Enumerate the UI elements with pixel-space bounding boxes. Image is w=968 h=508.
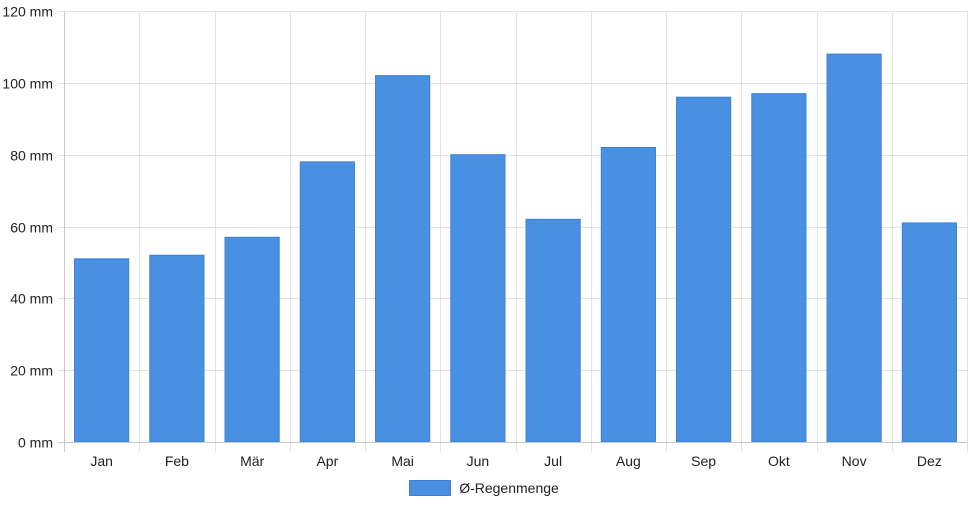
bar-apr[interactable] [299,161,355,443]
bar-sep[interactable] [676,96,732,443]
bar-nov[interactable] [826,53,882,443]
chart-plot: 0 mm 20 mm 40 mm 60 mm 80 mm 100 mm 120 mm Jan… [2,4,968,469]
y-tick-label: 40 mm [10,291,53,307]
bar-jan[interactable] [74,258,130,443]
x-tick-label: Sep [691,453,716,469]
x-tick-label: Mär [240,453,264,469]
y-tick-labels: 0 mm 20 mm 40 mm 60 mm 80 mm 100 mm 120 mm [2,4,53,451]
legend-swatch [409,480,452,496]
x-tick-label: Feb [165,453,189,469]
y-tick-label: 100 mm [2,76,53,92]
y-tick-label: 60 mm [10,220,53,236]
bar-mai[interactable] [375,75,431,443]
bar-mär[interactable] [224,236,280,443]
axes [58,11,967,452]
x-tick-label: Mai [391,453,414,469]
x-tick-label: Dez [917,453,942,469]
x-tick-label: Jan [90,453,113,469]
bar-jun[interactable] [450,154,506,443]
bar-aug[interactable] [600,146,656,443]
bar-jul[interactable] [525,218,581,443]
x-tick-label: Jun [467,453,490,469]
bar-okt[interactable] [751,93,807,443]
legend-label: Ø-Regenmenge [459,480,559,496]
legend[interactable]: Ø-Regenmenge [0,480,968,496]
y-tick-label: 120 mm [2,4,53,20]
bar-dez[interactable] [901,222,957,443]
x-tick-label: Aug [616,453,641,469]
bars [74,53,957,443]
bar-feb[interactable] [149,254,205,443]
x-tick-label: Jul [544,453,562,469]
x-tick-label: Nov [842,453,867,469]
y-tick-label: 20 mm [10,363,53,379]
x-tick-label: Apr [316,453,338,469]
y-tick-label: 0 mm [18,435,53,451]
y-tick-label: 80 mm [10,148,53,164]
x-tick-label: Okt [768,453,790,469]
x-tick-labels: Jan Feb Mär Apr Mai Jun Jul Aug Sep Okt Nov Dez [90,453,941,469]
grid-lines [58,11,968,452]
